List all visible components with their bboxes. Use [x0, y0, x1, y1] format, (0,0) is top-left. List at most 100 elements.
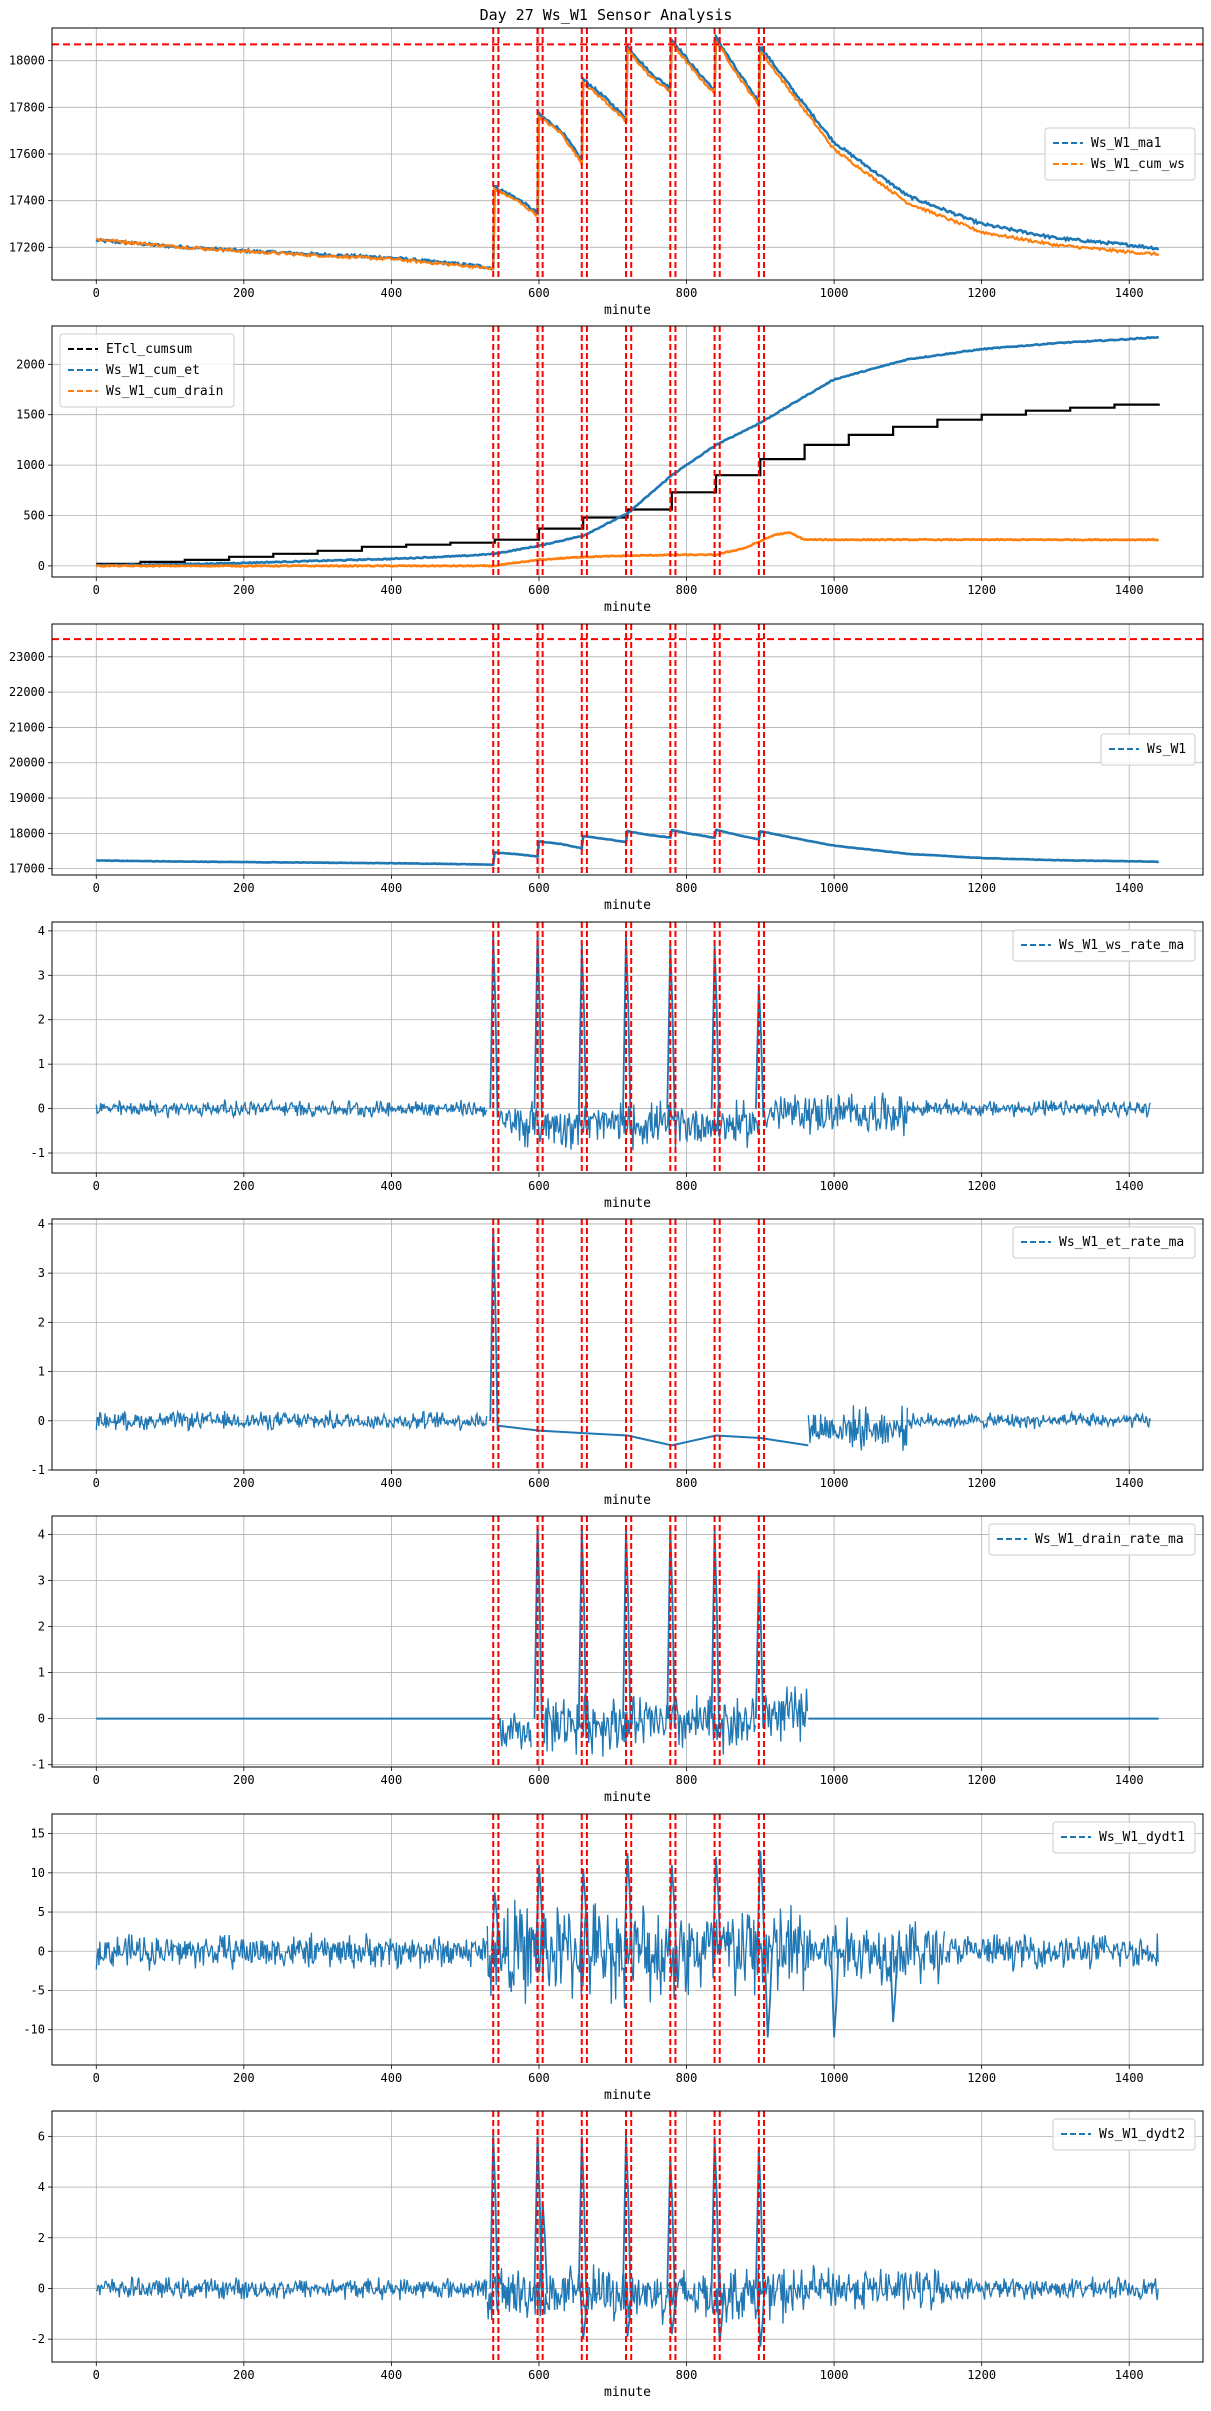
- y-tick-label: -2: [31, 2332, 45, 2346]
- chart-panel-7: 0 200 400 600 800 1000 1200 1400 -10 -5 0 5 10 15 minu…: [23, 1813, 1204, 2103]
- series-noise: [95, 1932, 488, 1971]
- x-tick-label: 200: [233, 286, 255, 300]
- x-tick-label: 0: [93, 1773, 100, 1787]
- series-spike: [622, 935, 632, 1118]
- series-ETcl_cumsum: [96, 403, 1160, 565]
- y-tick-label: -5: [31, 1983, 45, 1997]
- x-tick-label: 1000: [820, 1773, 849, 1787]
- x-tick-label: 1200: [967, 881, 996, 895]
- series-spike: [622, 1525, 632, 1728]
- series-Ws_W1_cum_ws: [95, 40, 1160, 271]
- x-tick-label: 800: [676, 2368, 698, 2382]
- chart-panel-8: 0 200 400 600 800 1000 1200 1400 -2 0 2 4 6 minute Ws_…: [31, 2110, 1204, 2400]
- series-noise: [763, 1686, 809, 1742]
- chart-panel-4: 0 200 400 600 800 1000 1200 1400 -1 0 1 2 3 4 minute Ws…: [31, 921, 1204, 1211]
- series-spike: [533, 935, 543, 1118]
- x-tick-label: 1400: [1115, 286, 1144, 300]
- series-spike: [666, 2156, 676, 2294]
- series-spike: [577, 2136, 588, 2294]
- series-noise: [96, 2276, 488, 2301]
- series-noise: [907, 1410, 1152, 1431]
- series-spike: [710, 2136, 720, 2294]
- series-Ws_W1_et_rate_ma: [95, 1228, 1152, 1451]
- y-tick-label: 4: [38, 1217, 45, 1231]
- y-tick-label: 15: [31, 1827, 45, 1841]
- plot-area: [95, 935, 1152, 1151]
- x-tick-label: 600: [528, 1179, 550, 1193]
- plot-area: [96, 1525, 1159, 1757]
- y-tick-label: 0: [38, 559, 45, 573]
- legend-box: [1100, 733, 1196, 766]
- axes-frame: [51, 1218, 1204, 1471]
- plot-area: [95, 1850, 1159, 2038]
- series-noise: [486, 2264, 805, 2325]
- legend-box: [59, 333, 235, 408]
- series-noise: [486, 1899, 805, 2009]
- legend-entry: Ws_W1_dydt1: [1099, 1830, 1185, 1845]
- y-tick-label: 0: [38, 1944, 45, 1958]
- series-spike: [830, 1949, 840, 2038]
- legend: Ws_W1_dydt1: [1052, 1821, 1196, 1854]
- y-tick-label: 20000: [9, 756, 45, 770]
- series-spike: [710, 944, 720, 1118]
- y-tick-label: 4: [38, 1527, 45, 1541]
- x-tick-label: 400: [381, 286, 403, 300]
- axes-frame: [51, 623, 1204, 876]
- x-tick-label: 400: [381, 1476, 403, 1490]
- x-tick-label: 1400: [1115, 2071, 1144, 2085]
- x-axis-label: minute: [604, 1196, 651, 1211]
- series-line: [96, 403, 1160, 565]
- legend-entry: Ws_W1_drain_rate_ma: [1035, 1532, 1184, 1547]
- x-tick-label: 400: [381, 881, 403, 895]
- y-tick-label: 1: [38, 1666, 45, 1680]
- series-spike: [710, 1529, 720, 1728]
- y-tick-label: 17400: [9, 194, 45, 208]
- y-tick-label: 6: [38, 2129, 45, 2143]
- y-tick-label: 17000: [9, 862, 45, 876]
- x-tick-label: 400: [381, 1179, 403, 1193]
- x-tick-label: 0: [93, 1476, 100, 1490]
- y-tick-label: 0: [38, 2281, 45, 2295]
- series-Ws_W1_cum_drain: [95, 531, 1159, 568]
- x-tick-label: 800: [676, 583, 698, 597]
- y-tick-label: -1: [31, 1758, 45, 1772]
- axes-frame: [51, 325, 1204, 578]
- y-tick-label: 3: [38, 1573, 45, 1587]
- y-tick-label: 1000: [16, 458, 45, 472]
- y-tick-label: 2: [38, 2231, 45, 2245]
- y-tick-label: -10: [23, 2023, 45, 2037]
- x-tick-label: 400: [381, 2071, 403, 2085]
- y-tick-label: 17600: [9, 147, 45, 161]
- series-noise: [804, 1917, 946, 1986]
- x-tick-label: 1000: [820, 583, 849, 597]
- series-Ws_W1_cum_et: [96, 335, 1160, 567]
- y-tick-label: 18000: [9, 826, 45, 840]
- series-spike: [489, 935, 499, 1118]
- y-tick-label: 10: [31, 1866, 45, 1880]
- axes-frame: [51, 1813, 1204, 2066]
- legend: Ws_W1_drain_rate_ma: [988, 1523, 1196, 1556]
- series-spike: [622, 2133, 632, 2294]
- x-tick-label: 1200: [967, 2071, 996, 2085]
- legend-entry: Ws_W1_ws_rate_ma: [1059, 938, 1184, 953]
- series-noise: [95, 1409, 488, 1432]
- series-noise: [907, 1098, 1152, 1119]
- chart-panel-1: 0 200 400 600 800 1000 1200 1400 17200 17400 17600…: [9, 27, 1204, 318]
- x-tick-label: 600: [528, 583, 550, 597]
- legend: ETcl_cumsum Ws_W1_cum_et Ws_W1_cum_drain: [59, 333, 235, 408]
- series-Ws_W1_drain_rate_ma: [96, 1525, 1159, 1757]
- series-spike: [489, 2133, 499, 2294]
- x-tick-label: 600: [528, 881, 550, 895]
- y-tick-label: 22000: [9, 685, 45, 699]
- x-tick-label: 400: [381, 2368, 403, 2382]
- x-tick-label: 1000: [820, 2368, 849, 2382]
- x-tick-label: 200: [233, 881, 255, 895]
- x-tick-label: 1400: [1115, 881, 1144, 895]
- series-spike: [666, 944, 676, 1118]
- series-line: [96, 828, 1159, 867]
- series-noise: [944, 2276, 1159, 2302]
- legend: Ws_W1_dydt2: [1052, 2118, 1196, 2151]
- legend-entry: Ws_W1_cum_drain: [106, 384, 223, 399]
- series-noise: [807, 1405, 909, 1451]
